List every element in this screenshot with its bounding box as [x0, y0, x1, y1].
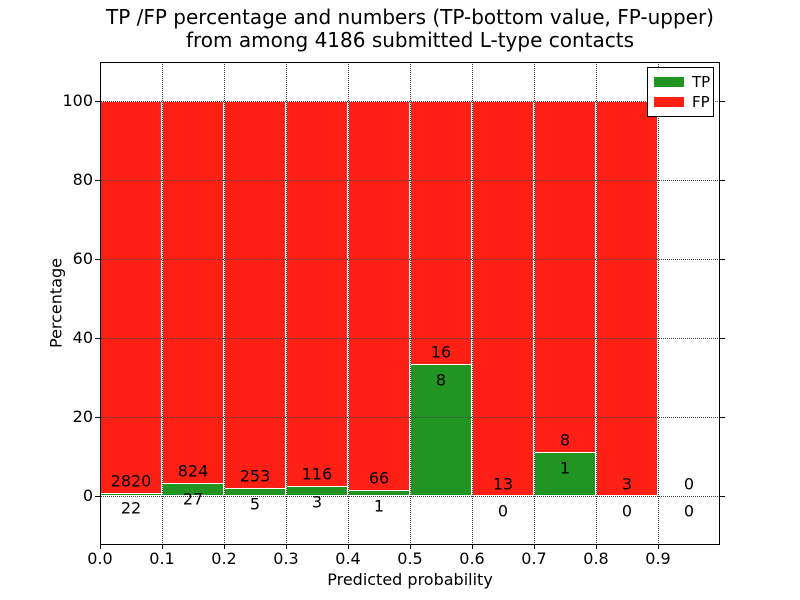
fp-bar	[162, 101, 224, 496]
grid-line-vertical	[534, 62, 535, 545]
x-tick-label: 0.9	[645, 549, 671, 568]
fp-count-label: 16	[430, 342, 452, 362]
y-tick-mark	[95, 259, 100, 261]
fp-count-label: 253	[239, 466, 271, 486]
fp-bar	[100, 101, 162, 496]
y-tick-label: 20	[72, 406, 93, 426]
grid-line-vertical	[162, 62, 163, 545]
legend-item-tp: TP	[654, 72, 713, 92]
y-tick-mark	[720, 338, 725, 339]
chart-title: TP /FP percentage and numbers (TP-bottom…	[100, 6, 720, 52]
x-tick-label: 0.1	[149, 549, 175, 568]
y-tick-mark	[720, 101, 725, 103]
fp-count-label: 3	[621, 474, 633, 494]
y-tick-label: 60	[72, 249, 93, 269]
x-tick-mark	[286, 545, 287, 549]
y-tick-mark	[95, 338, 100, 339]
fp-swatch-icon	[654, 97, 684, 107]
fp-count-label: 66	[368, 468, 390, 488]
fp-count-label: 824	[177, 461, 209, 481]
tp-swatch-icon	[654, 77, 684, 87]
x-tick-mark	[410, 545, 411, 549]
fp-bar	[596, 101, 658, 496]
x-tick-label: 0.4	[335, 549, 361, 568]
y-tick-mark	[720, 495, 725, 497]
grid-line-vertical	[286, 62, 287, 545]
grid-line-vertical	[472, 62, 473, 545]
y-tick-label: 0	[82, 485, 93, 505]
grid-line-vertical	[410, 62, 411, 545]
plot-area: TP FP 2820 22 824 27 253 5 116 3 66 1 16 8 13 0 8 1 3 0 0 0	[100, 62, 720, 545]
y-tick-mark	[95, 495, 100, 497]
x-tick-label: 0.6	[459, 549, 485, 568]
fp-bar	[286, 101, 348, 496]
y-tick-mark	[95, 416, 100, 418]
legend-label-fp: FP	[692, 93, 710, 111]
x-tick-mark	[100, 545, 101, 549]
tp-count-label: 0	[683, 501, 695, 521]
y-tick-label: 80	[72, 170, 93, 190]
y-tick-mark	[720, 180, 725, 182]
x-tick-label: 0.7	[521, 549, 547, 568]
grid-line-vertical	[224, 62, 225, 545]
x-tick-label: 0.3	[273, 549, 299, 568]
fp-count-label: 8	[559, 430, 571, 450]
fp-bar	[348, 101, 410, 496]
chart-title-line1: TP /FP percentage and numbers (TP-bottom…	[106, 5, 714, 29]
fp-count-label: 116	[301, 464, 333, 484]
x-axis-label: Predicted probability	[327, 570, 493, 589]
legend-item-fp: FP	[654, 92, 713, 112]
fp-bar	[534, 101, 596, 496]
tp-count-label: 8	[435, 370, 447, 390]
grid-line-vertical	[596, 62, 597, 545]
tp-count-label: 22	[120, 498, 142, 518]
fp-count-label: 13	[492, 474, 514, 494]
tp-count-label: 1	[559, 458, 571, 478]
fp-bar	[224, 101, 286, 496]
grid-line-vertical	[348, 62, 349, 545]
legend: TP FP	[647, 67, 714, 117]
y-tick-mark	[720, 416, 725, 418]
y-tick-label: 100	[62, 91, 93, 111]
y-tick-mark	[95, 101, 100, 103]
fp-bar	[472, 101, 534, 496]
x-tick-mark	[348, 545, 349, 549]
grid-line-vertical	[658, 62, 659, 545]
chart-title-line2: from among 4186 submitted L-type contact…	[185, 28, 635, 52]
legend-label-tp: TP	[692, 73, 711, 91]
x-tick-mark	[534, 545, 535, 549]
x-tick-label: 0.0	[87, 549, 113, 568]
y-tick-label: 40	[72, 328, 93, 347]
x-tick-mark	[596, 545, 597, 549]
x-tick-mark	[472, 545, 473, 549]
tp-count-label: 3	[311, 492, 323, 512]
x-tick-mark	[224, 545, 225, 549]
x-tick-label: 0.5	[397, 549, 423, 568]
fp-count-label: 2820	[110, 471, 152, 491]
x-tick-label: 0.2	[211, 549, 237, 568]
fp-count-label: 0	[683, 474, 695, 494]
x-tick-label: 0.8	[583, 549, 609, 568]
x-tick-mark	[658, 545, 659, 549]
tp-count-label: 27	[182, 489, 204, 509]
tp-count-label: 5	[249, 494, 261, 514]
y-tick-mark	[95, 180, 100, 182]
x-tick-mark	[162, 545, 163, 549]
tp-count-label: 0	[497, 501, 509, 521]
tp-count-label: 0	[621, 501, 633, 521]
y-tick-mark	[720, 259, 725, 261]
tp-count-label: 1	[373, 496, 385, 516]
